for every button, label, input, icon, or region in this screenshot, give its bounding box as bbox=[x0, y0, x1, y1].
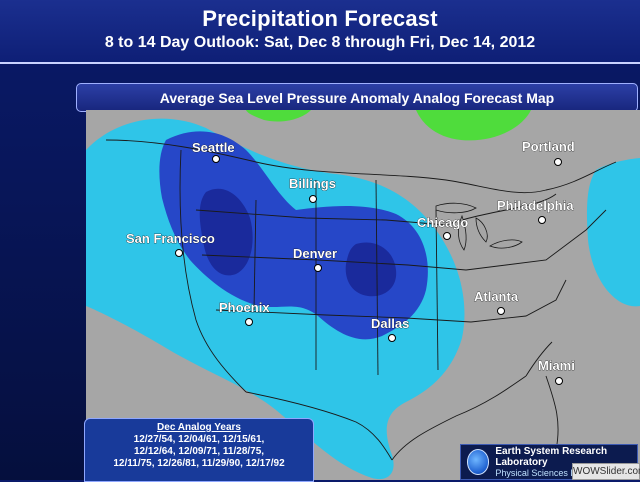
city-philadelphia: Philadelphia bbox=[497, 198, 575, 224]
city-marker bbox=[245, 318, 253, 326]
logo-line-1: Earth System Research Laboratory bbox=[495, 446, 608, 468]
city-label: Atlanta bbox=[474, 289, 519, 304]
logo-line-2: Physical Sciences Division bbox=[495, 468, 602, 478]
forecast-map: Seattle Billings San Francisco Denver Ch… bbox=[86, 110, 640, 480]
city-label: Seattle bbox=[192, 140, 235, 155]
dark-blue-core-west bbox=[199, 188, 253, 276]
city-marker bbox=[212, 155, 220, 163]
green-anomaly-east bbox=[416, 110, 531, 141]
map-boundaries bbox=[105, 139, 617, 480]
city-marker bbox=[497, 307, 505, 315]
city-dallas: Dallas bbox=[371, 316, 410, 342]
city-atlanta: Atlanta bbox=[474, 289, 519, 315]
city-chicago: Chicago bbox=[417, 215, 469, 240]
city-billings: Billings bbox=[289, 176, 336, 203]
city-label: San Francisco bbox=[126, 231, 215, 246]
city-label: Phoenix bbox=[219, 300, 270, 315]
city-denver: Denver bbox=[293, 246, 337, 272]
analog-years-line: 12/27/54, 12/04/61, 12/15/61, bbox=[133, 434, 265, 445]
city-marker bbox=[309, 195, 317, 203]
city-marker bbox=[554, 158, 562, 166]
logo-text: Earth System Research Laboratory Physica… bbox=[495, 446, 637, 478]
page-subtitle: 8 to 14 Day Outlook: Sat, Dec 8 through … bbox=[104, 34, 536, 51]
dark-blue-core-east bbox=[345, 242, 397, 297]
city-san-francisco: San Francisco bbox=[126, 231, 215, 257]
city-marker bbox=[314, 264, 322, 272]
analog-years-box: Dec Analog Years 12/27/54, 12/04/61, 12/… bbox=[84, 418, 314, 482]
city-label: Miami bbox=[538, 358, 575, 373]
city-miami: Miami bbox=[538, 358, 575, 385]
city-marker bbox=[388, 334, 396, 342]
watermark: WOWSlider.com bbox=[572, 463, 640, 480]
map-svg: Seattle Billings San Francisco Denver Ch… bbox=[86, 110, 640, 480]
city-seattle: Seattle bbox=[192, 140, 235, 163]
city-portland: Portland bbox=[522, 139, 575, 166]
great-lakes bbox=[435, 202, 523, 251]
city-marker bbox=[555, 377, 563, 385]
noaa-logo-icon bbox=[467, 449, 490, 475]
green-anomaly-west bbox=[246, 110, 311, 122]
page-header: Precipitation Forecast 8 to 14 Day Outlo… bbox=[0, 0, 640, 64]
analog-years-line: 12/12/64, 12/09/71, 11/28/75, bbox=[133, 446, 265, 457]
analog-years-line: 12/11/75, 12/26/81, 11/29/90, 12/17/92 bbox=[113, 458, 285, 469]
city-marker bbox=[538, 216, 546, 224]
city-label: Chicago bbox=[417, 215, 468, 230]
city-phoenix: Phoenix bbox=[219, 300, 271, 326]
city-marker bbox=[443, 232, 451, 240]
city-label: Denver bbox=[293, 246, 337, 261]
city-label: Dallas bbox=[371, 316, 409, 331]
analog-years-title: Dec Analog Years bbox=[157, 422, 241, 433]
city-label: Philadelphia bbox=[497, 198, 574, 213]
map-banner: Average Sea Level Pressure Anomaly Analo… bbox=[76, 83, 638, 112]
city-marker bbox=[175, 249, 183, 257]
page-title: Precipitation Forecast bbox=[202, 6, 438, 31]
light-blue-region-east bbox=[586, 158, 640, 307]
city-label: Portland bbox=[522, 139, 575, 154]
city-label: Billings bbox=[289, 176, 336, 191]
